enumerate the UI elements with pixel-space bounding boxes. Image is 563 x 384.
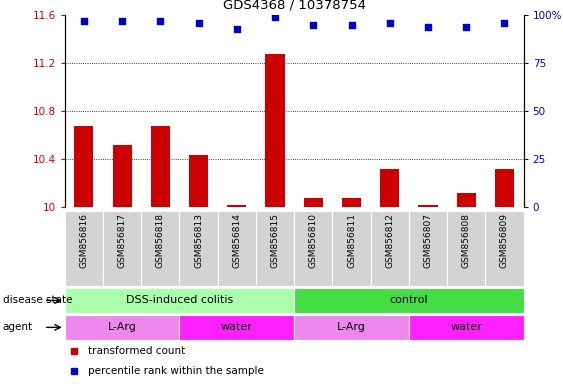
Point (462, 24, 471, 30)
Text: agent: agent (3, 322, 33, 333)
Point (194, 20, 203, 26)
Bar (103, 211, 141, 286)
Text: GSM856810: GSM856810 (309, 214, 318, 268)
Point (385, 20, 394, 26)
Text: water: water (450, 322, 482, 333)
Bar (151, 126, 170, 207)
Text: GSM856818: GSM856818 (156, 214, 165, 268)
Text: GSM856815: GSM856815 (271, 214, 280, 268)
Bar (303, 198, 323, 207)
Bar (332, 211, 370, 286)
Bar (342, 198, 361, 207)
Title: GDS4368 / 10378754: GDS4368 / 10378754 (223, 0, 365, 12)
Bar (380, 169, 399, 207)
Bar (294, 288, 524, 313)
Text: GSM856817: GSM856817 (118, 214, 127, 268)
Point (118, 18, 127, 24)
Bar (409, 315, 524, 340)
Text: GSM856812: GSM856812 (385, 214, 394, 268)
Bar (180, 315, 294, 340)
Text: GSM856808: GSM856808 (462, 214, 471, 268)
Text: DSS-induced colitis: DSS-induced colitis (126, 295, 233, 306)
Bar (447, 211, 485, 286)
Text: transformed count: transformed count (88, 346, 185, 356)
Text: GSM856811: GSM856811 (347, 214, 356, 268)
Bar (227, 205, 247, 207)
Bar (495, 169, 514, 207)
Text: control: control (390, 295, 428, 306)
Text: GSM856813: GSM856813 (194, 214, 203, 268)
Bar (141, 211, 180, 286)
Text: percentile rank within the sample: percentile rank within the sample (88, 366, 263, 376)
Bar (113, 145, 132, 207)
Point (347, 22, 356, 28)
Text: GSM856816: GSM856816 (79, 214, 88, 268)
Text: GSM856814: GSM856814 (233, 214, 242, 268)
Bar (457, 193, 476, 207)
Bar (370, 211, 409, 286)
Bar (266, 54, 285, 207)
Bar (256, 211, 294, 286)
Bar (418, 205, 437, 207)
Text: GSM856809: GSM856809 (500, 214, 509, 268)
Bar (294, 315, 409, 340)
Text: water: water (221, 322, 253, 333)
Text: disease state: disease state (3, 295, 72, 306)
Bar (65, 315, 180, 340)
Bar (218, 211, 256, 286)
Point (423, 24, 432, 30)
Point (233, 26, 242, 32)
Bar (65, 288, 294, 313)
Point (500, 20, 509, 26)
Bar (189, 155, 208, 207)
Point (156, 18, 165, 24)
Text: L-Arg: L-Arg (108, 322, 137, 333)
Text: GSM856807: GSM856807 (423, 214, 432, 268)
Bar (409, 211, 447, 286)
Point (79, 18, 88, 24)
Bar (294, 211, 332, 286)
Point (271, 14, 280, 20)
Point (309, 22, 318, 28)
Bar (180, 211, 218, 286)
Bar (485, 211, 524, 286)
Bar (74, 126, 93, 207)
Text: L-Arg: L-Arg (337, 322, 366, 333)
Bar (65, 211, 103, 286)
